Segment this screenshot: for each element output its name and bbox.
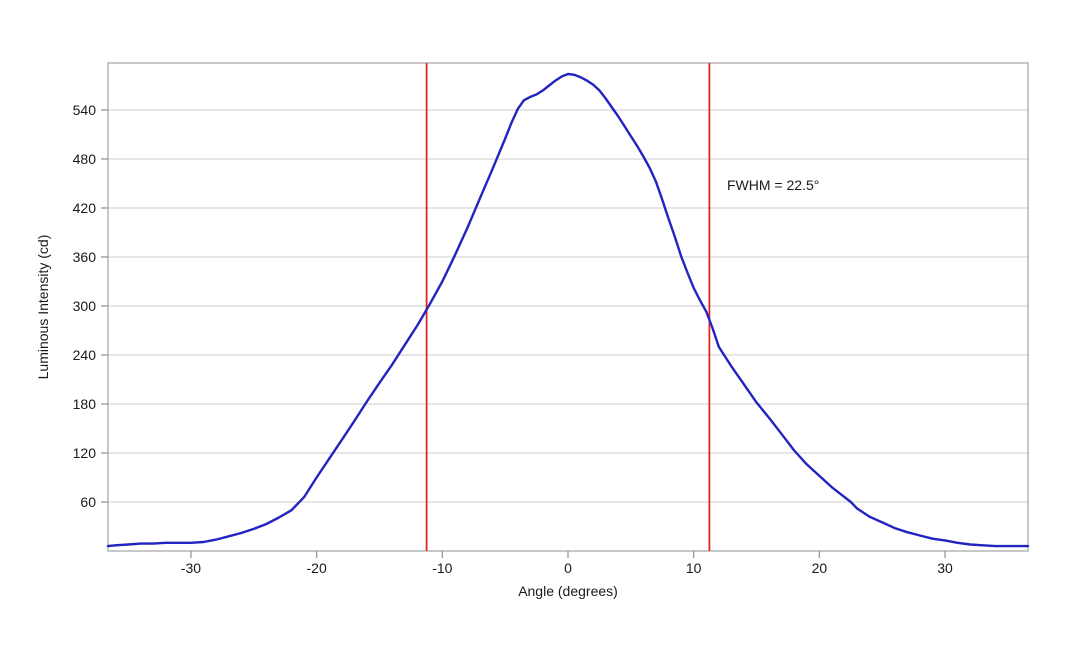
y-tick-label: 420 [73, 200, 97, 216]
x-tick-label: 0 [564, 560, 572, 576]
y-tick-label: 360 [73, 249, 97, 265]
plot-border [107, 62, 1029, 552]
x-tick-label: 10 [686, 560, 702, 576]
intensity-curve [106, 72, 1030, 548]
y-tick-label: 480 [73, 151, 97, 167]
y-tick-label: 300 [73, 298, 97, 314]
x-tick-label: 30 [937, 560, 953, 576]
y-tick-label: 60 [80, 494, 96, 510]
x-tick-label: -20 [307, 560, 327, 576]
y-tick-label: 120 [73, 445, 97, 461]
fwhm-annotation: FWHM = 22.5° [727, 177, 820, 193]
y-axis-title: Luminous Intensity (cd) [35, 234, 51, 380]
y-tick-label: 240 [73, 347, 97, 363]
x-tick-label: -10 [432, 560, 452, 576]
x-tick-label: -30 [181, 560, 201, 576]
y-tick-label: 180 [73, 396, 97, 412]
x-axis-title: Angle (degrees) [518, 583, 618, 599]
y-tick-label: 540 [73, 102, 97, 118]
x-tick-label: 20 [812, 560, 828, 576]
